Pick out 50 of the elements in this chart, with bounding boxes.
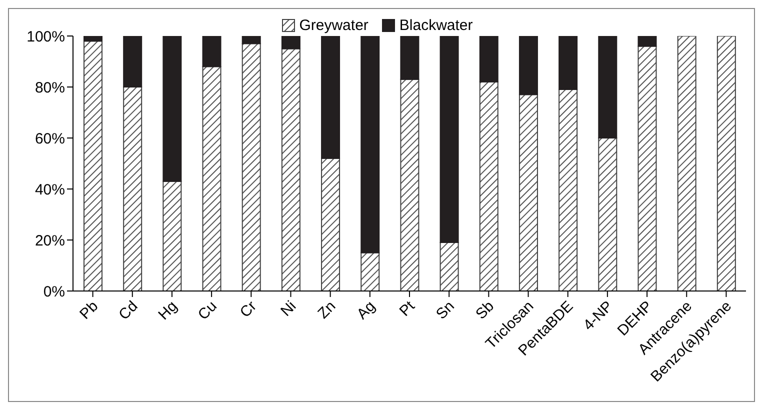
x-tick-label: Cu (194, 298, 220, 324)
y-tick-label: 60% (34, 130, 65, 148)
bar (162, 36, 182, 182)
x-tick-label: Ag (354, 298, 379, 323)
x-tick-label: Cr (236, 298, 260, 322)
y-tick-label: 40% (34, 181, 65, 198)
bar (202, 36, 222, 68)
bar (479, 36, 498, 82)
bar (558, 89, 578, 291)
bar (360, 36, 380, 254)
bar (123, 86, 142, 291)
x-tick-label: Cd (116, 298, 142, 324)
bar (84, 36, 102, 42)
legend-label: Greywater (298, 17, 368, 34)
bar (321, 36, 340, 159)
bar (281, 36, 300, 50)
bar (440, 36, 459, 244)
bar (518, 94, 538, 291)
bar (84, 40, 102, 291)
bar (638, 46, 657, 291)
bar (716, 36, 736, 291)
bar (598, 138, 618, 291)
x-tick-label: Zn (314, 298, 340, 322)
bar (400, 78, 420, 291)
x-tick-label: Pt (396, 297, 419, 320)
x-tick-label: Pb (76, 298, 102, 323)
bar (242, 36, 261, 44)
bar (242, 43, 261, 291)
legend-label: Blackwater (398, 17, 473, 34)
bar (400, 36, 420, 80)
bar (677, 36, 696, 291)
bar (360, 252, 380, 291)
bar (321, 158, 340, 291)
y-tick-label: 0% (43, 283, 65, 300)
y-tick-label: 100% (26, 28, 65, 46)
bar (598, 36, 618, 138)
bar (518, 36, 538, 96)
bar (281, 48, 300, 291)
y-tick-label: 80% (34, 79, 65, 96)
x-tick-label: Hg (155, 298, 181, 324)
bar (162, 180, 182, 291)
bar (479, 81, 498, 291)
bar (638, 36, 657, 47)
bar (123, 36, 142, 88)
bar (558, 36, 578, 90)
bar (440, 242, 459, 291)
bar (202, 66, 222, 291)
x-tick-label: Ni (278, 298, 300, 320)
x-tick-label: Sn (432, 298, 458, 323)
y-tick-label: 20% (34, 232, 65, 250)
